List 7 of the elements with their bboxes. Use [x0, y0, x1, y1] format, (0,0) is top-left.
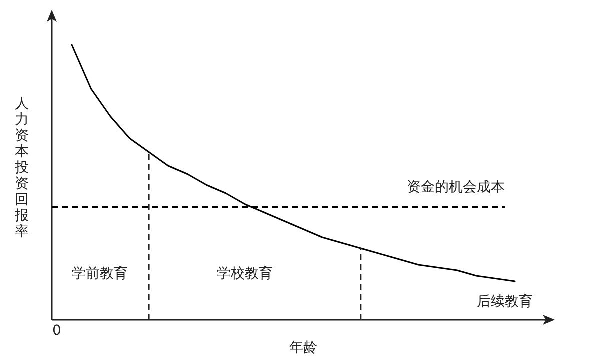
text: 0 [52, 323, 62, 339]
annotation: 后续教育 [477, 293, 533, 310]
text: 人力资本投资回报率 [15, 96, 29, 240]
annotation: 学校教育 [217, 265, 273, 282]
x-axis-title: 年龄 [290, 340, 318, 356]
annotation: 学前教育 [72, 265, 128, 282]
ref-line-label: 资金的机会成本 [407, 179, 505, 196]
